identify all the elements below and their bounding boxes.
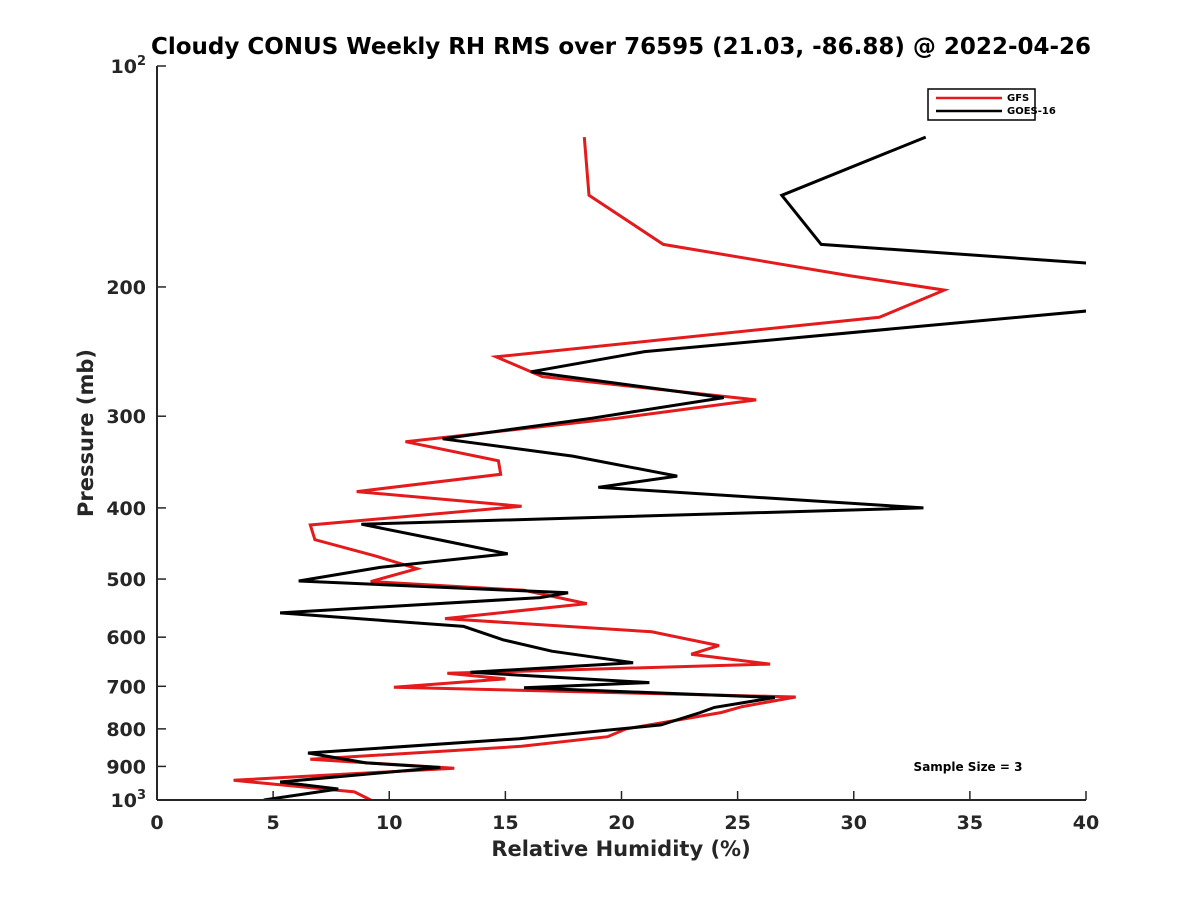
x-tick-label: 5 [267, 812, 280, 834]
legend-box [927, 88, 1036, 121]
x-tick-label: 35 [957, 812, 983, 834]
y-tick-label: 900 [106, 756, 146, 778]
tick-marks [156, 65, 1087, 801]
x-axis-label: Relative Humidity (%) [491, 837, 750, 861]
x-tick-label: 40 [1073, 812, 1099, 834]
legend-label-gfs: GFS [1007, 93, 1029, 104]
sample-size-annotation: Sample Size = 3 [914, 760, 1023, 774]
x-tick-label: 10 [376, 812, 402, 834]
x-tick-labels: 0 5 10 15 20 25 30 35 40 [150, 812, 1099, 834]
y-tick-label: 103 [111, 788, 147, 812]
x-tick-label: 0 [150, 812, 163, 834]
x-tick-label: 15 [492, 812, 518, 834]
series-line-goes-16 [263, 135, 1086, 800]
series-lines [233, 135, 1086, 800]
y-tick-label: 200 [106, 277, 146, 299]
y-tick-label: 400 [106, 498, 146, 520]
x-tick-label: 20 [608, 812, 634, 834]
chart-title: Cloudy CONUS Weekly RH RMS over 76595 (2… [151, 34, 1091, 60]
y-tick-label: 600 [106, 627, 146, 649]
y-tick-label: 700 [106, 676, 146, 698]
y-axis-label: Pressure (mb) [74, 349, 98, 517]
legend-label-goes16: GOES-16 [1007, 106, 1056, 117]
y-tick-label: 800 [106, 719, 146, 741]
x-tick-label: 30 [841, 812, 867, 834]
y-tick-label: 300 [106, 406, 146, 428]
series-line-gfs [233, 136, 950, 800]
y-tick-labels: 102 200 300 400 500 600 700 800 900 103 [106, 54, 146, 812]
y-tick-label: 102 [111, 54, 147, 78]
x-tick-label: 25 [724, 812, 750, 834]
y-tick-label: 500 [106, 569, 146, 591]
legend: GFS GOES-16 [927, 88, 1056, 121]
